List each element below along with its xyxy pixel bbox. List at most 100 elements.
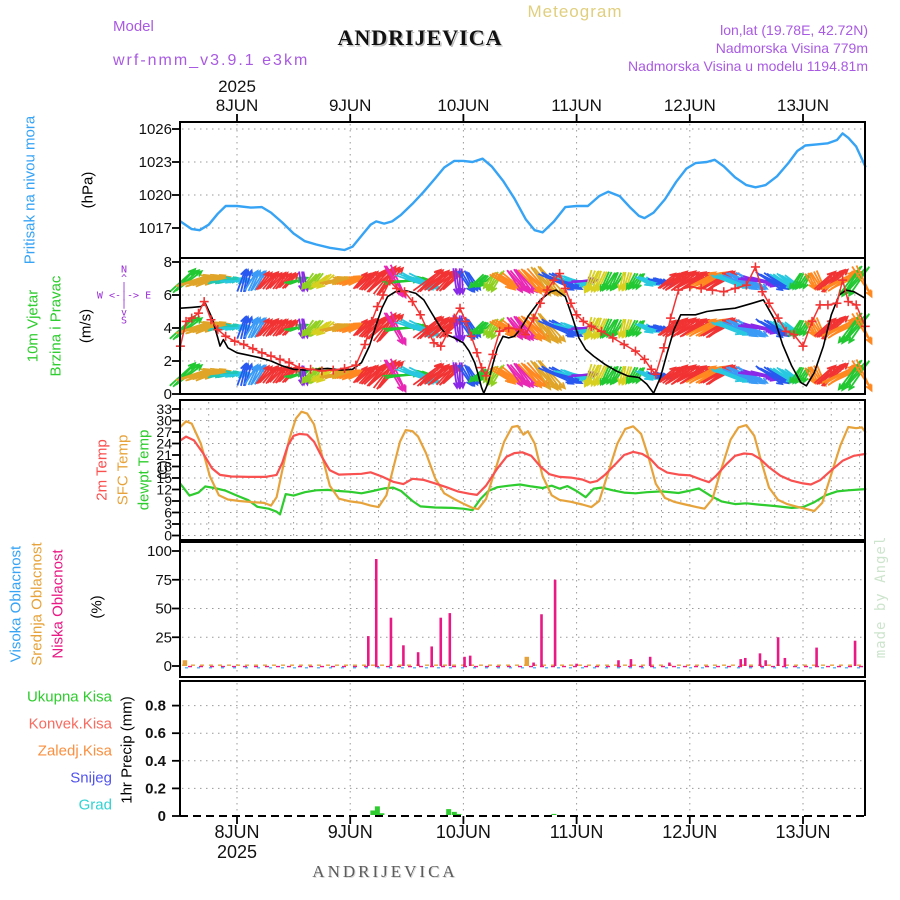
precip-konvek-label: Konvek.Kisa (28, 715, 112, 733)
svg-text:9: 9 (164, 493, 172, 509)
footer-station: ANDRIJEVICA (312, 862, 458, 881)
cloud-niska-label: Niska Oblacnost (49, 549, 67, 659)
x-axis-bottom: 8JUN 9JUN 10JUN 11JUN 12JUN 13JUN 2025 (214, 822, 830, 862)
svg-text:2: 2 (164, 353, 172, 370)
pressure-panel-label: Pritisak na nivou mora (21, 115, 39, 265)
elevation-label: Nadmorska Visina 779m (715, 40, 868, 56)
pressure-line (179, 132, 867, 252)
svg-text:1017: 1017 (139, 220, 172, 237)
cloud-panel: 0 25 50 75 100 (147, 541, 866, 678)
wind-arrow (635, 272, 646, 291)
compass-bar: | (120, 281, 128, 293)
svg-text:4: 4 (164, 320, 172, 337)
wind-direction-arrows (169, 264, 873, 394)
compass-arrow-down-icon: v (120, 306, 128, 318)
svg-text:6: 6 (164, 505, 172, 521)
svg-text:15: 15 (156, 470, 172, 486)
svg-text:8JUN: 8JUN (216, 96, 259, 115)
temp-dewpt-label: dewpt Temp (135, 429, 153, 511)
svg-text:0: 0 (164, 386, 172, 403)
model-caption: Model (113, 18, 154, 35)
svg-text:21: 21 (156, 447, 172, 463)
svg-text:33: 33 (156, 401, 172, 417)
svg-text:0: 0 (158, 808, 166, 825)
svg-text:13JUN: 13JUN (777, 96, 829, 115)
svg-text:8JUN: 8JUN (214, 822, 259, 842)
precip-unit-label: 1hr Precip (mm) (118, 696, 136, 804)
wind-panel-label-2: Brzina i Pravac (47, 275, 65, 377)
temp-2m-label: 2m Temp (93, 439, 111, 501)
svg-text:24: 24 (156, 436, 172, 452)
svg-text:0: 0 (164, 658, 172, 675)
wind-arrow (490, 364, 505, 388)
wind-panel-label-1: 10m Vjetar (24, 289, 42, 363)
wind-panel: 0 2 4 6 8 (164, 254, 873, 403)
meteogram-title: Meteogram (527, 2, 623, 21)
wind-unit-label: (m/s) (77, 308, 95, 344)
svg-text:100: 100 (147, 543, 172, 560)
lonlat-label: lon,lat (19.78E, 42.72N) (720, 22, 868, 38)
svg-text:0.2: 0.2 (145, 780, 166, 797)
wind-arrow (490, 270, 505, 294)
temp-line-dewpt (179, 482, 867, 516)
precip-grad-label: Grad (78, 796, 112, 814)
svg-text:9JUN: 9JUN (328, 822, 373, 842)
cloud-visoka-label: Visoka Oblacnost (7, 545, 25, 663)
precip-zaledj-label: Zaledj.Kisa (37, 742, 112, 760)
compass-n: N (120, 264, 128, 276)
temp-line-sfc (179, 410, 867, 513)
wind-arrow (490, 317, 505, 341)
precip-snijeg-label: Snijeg (70, 769, 112, 787)
pressure-panel: 1017 1020 1023 1026 (139, 114, 867, 259)
svg-text:0.6: 0.6 (145, 725, 166, 742)
svg-text:8: 8 (164, 254, 172, 271)
compass-bar2: | (120, 298, 128, 310)
svg-text:6: 6 (164, 287, 172, 304)
svg-text:9JUN: 9JUN (329, 96, 372, 115)
svg-text:12JUN: 12JUN (664, 96, 716, 115)
precip-ukupna-label: Ukupna Kisa (26, 688, 112, 706)
compass-s: S (120, 315, 128, 327)
svg-text:2025: 2025 (218, 77, 256, 96)
svg-text:11JUN: 11JUN (551, 96, 602, 115)
svg-text:10JUN: 10JUN (437, 96, 489, 115)
pressure-unit-label: (hPa) (79, 171, 97, 209)
wind-arrow (539, 314, 567, 343)
temp-line-2m (179, 432, 867, 496)
wind-gust-markers (175, 262, 870, 381)
precip-panel: 0 0.2 0.4 0.6 0.8 (145, 680, 866, 825)
svg-text:0.8: 0.8 (145, 698, 166, 715)
watermark: made by Angel (873, 535, 889, 659)
station-title: ANDRIJEVICA (337, 25, 503, 50)
svg-text:13JUN: 13JUN (775, 822, 830, 842)
cloud-unit-label: (%) (88, 595, 106, 619)
svg-text:25: 25 (155, 629, 172, 646)
wind-arrow (635, 319, 646, 338)
svg-text:75: 75 (155, 572, 172, 589)
svg-text:11JUN: 11JUN (550, 822, 604, 842)
wind-arrow (635, 366, 646, 385)
svg-text:0.4: 0.4 (145, 753, 167, 770)
temp-sfc-label: SFC Temp (114, 434, 132, 506)
temp-unit-label: (C) (154, 460, 170, 480)
svg-text:50: 50 (155, 601, 172, 618)
compass-we: W <-|-> E (96, 289, 152, 301)
svg-text:10JUN: 10JUN (436, 822, 491, 842)
model-name: wrf-nmm_v3.9.1 e3km (113, 52, 310, 69)
cloud-srednja-label: Srednja Oblacnost (28, 542, 46, 666)
svg-text:12: 12 (156, 482, 172, 498)
svg-text:1026: 1026 (139, 121, 172, 138)
svg-text:27: 27 (156, 424, 172, 440)
wind-speed-line (179, 289, 867, 395)
svg-text:18: 18 (156, 459, 172, 475)
model-elevation-label: Nadmorska Visina u modelu 1194.81m (628, 58, 868, 74)
compass-arrow-up-icon: ^ (120, 272, 128, 284)
svg-text:30: 30 (156, 413, 172, 429)
svg-text:1023: 1023 (139, 154, 172, 171)
wind-arrow (539, 361, 567, 390)
svg-text:3: 3 (164, 516, 172, 532)
